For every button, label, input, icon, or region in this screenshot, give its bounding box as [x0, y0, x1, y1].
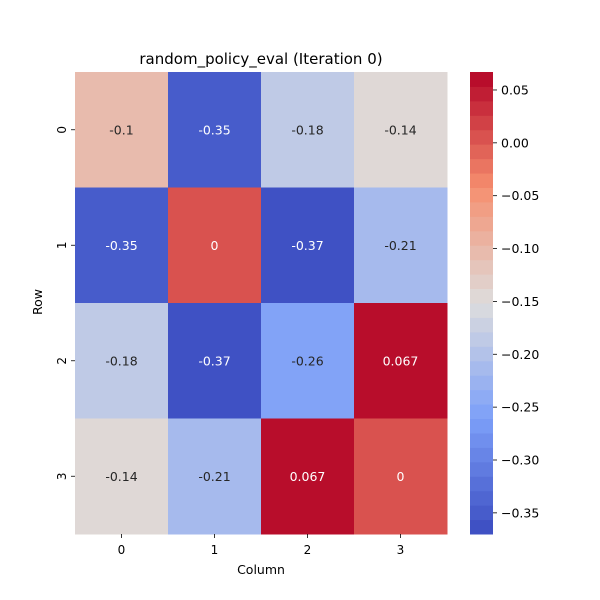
colorbar-segment — [470, 173, 493, 188]
colorbar-segment — [470, 476, 493, 492]
cell-value-label: 0 — [397, 469, 405, 484]
cell-value-label: -0.1 — [109, 122, 133, 137]
x-tick-label: 1 — [211, 543, 219, 557]
x-axis-ticks: 0 1 2 3 — [118, 534, 405, 557]
y-tick-label: 2 — [55, 357, 69, 365]
colorbar-segment — [470, 187, 493, 203]
colorbar-segment — [470, 144, 493, 160]
colorbar-segment — [470, 288, 493, 304]
heatmap-cell — [354, 72, 448, 188]
heatmap-cell — [261, 187, 355, 304]
heatmap-cell — [75, 72, 169, 188]
heatmap-cell — [75, 187, 169, 304]
colorbar-segment — [470, 274, 493, 290]
colorbar-segment — [470, 158, 493, 174]
cell-value-label: -0.21 — [384, 238, 416, 253]
y-tick-label: 0 — [55, 126, 69, 134]
colorbar-tick-label: −0.15 — [501, 294, 539, 309]
colorbar-segment — [470, 490, 493, 506]
colorbar-segment — [470, 230, 493, 246]
colorbar-tick-label: 0.05 — [501, 82, 529, 97]
colorbar-tick-label: 0.00 — [501, 135, 529, 150]
cell-value-label: -0.37 — [291, 238, 323, 253]
heatmap-cell — [168, 418, 262, 535]
colorbar-tick-label: −0.30 — [501, 452, 539, 467]
y-axis-ticks: 0 1 2 3 — [55, 126, 75, 480]
colorbar-tick-label: −0.10 — [501, 241, 539, 256]
heatmap-cell — [168, 187, 262, 304]
colorbar-segment — [470, 519, 493, 535]
colorbar-segment — [470, 129, 493, 145]
colorbar-segment — [470, 432, 493, 448]
colorbar-segment — [470, 360, 493, 376]
colorbar-segment — [470, 461, 493, 477]
heatmap-cell — [168, 303, 262, 419]
heatmap-cell — [354, 418, 448, 535]
heatmap-cell — [261, 72, 355, 188]
cell-value-label: -0.18 — [105, 353, 137, 368]
colorbar-segment — [470, 115, 493, 131]
cell-value-label: -0.18 — [291, 122, 323, 137]
heatmap-cell — [168, 72, 262, 188]
colorbar-tick-label: −0.05 — [501, 188, 539, 203]
cell-value-label: 0 — [211, 238, 219, 253]
colorbar-segment — [470, 216, 493, 232]
heatmap-cell — [75, 303, 169, 419]
heatmap-cells: -0.1 -0.35 -0.18 -0.14 -0.35 0 -0.37 -0.21 -0.18… — [75, 72, 448, 535]
cell-value-label: -0.14 — [105, 469, 137, 484]
colorbar-segment — [470, 72, 493, 87]
colorbar-segment — [470, 201, 493, 217]
x-tick-label: 2 — [304, 543, 312, 557]
x-axis-label: Column — [237, 562, 285, 577]
colorbar-segment — [470, 447, 493, 463]
x-tick-label: 3 — [397, 543, 405, 557]
cell-value-label: -0.14 — [384, 122, 416, 137]
heatmap-cell — [261, 303, 355, 419]
heatmap-cell — [261, 418, 355, 535]
colorbar-segment — [470, 418, 493, 434]
colorbar-segment — [470, 389, 493, 405]
cell-value-label: 0.067 — [290, 469, 326, 484]
colorbar-tick-label: −0.20 — [501, 347, 539, 362]
colorbar-segment — [470, 331, 493, 347]
cell-value-label: -0.35 — [105, 238, 137, 253]
x-tick-label: 0 — [118, 543, 126, 557]
colorbar-segment — [470, 303, 493, 318]
chart-title: random_policy_eval (Iteration 0) — [139, 50, 382, 69]
heatmap-cell — [354, 303, 448, 419]
colorbar-segment — [470, 86, 493, 102]
colorbar-tick-label: −0.25 — [501, 400, 539, 415]
cell-value-label: 0.067 — [383, 353, 419, 368]
colorbar: 0.05 0.00 −0.05 −0.10 −0.15 −0.20 −0.25 −0.30 −0… — [470, 72, 539, 535]
heatmap-cell — [354, 187, 448, 304]
cell-value-label: -0.37 — [198, 353, 230, 368]
colorbar-segment — [470, 375, 493, 391]
y-tick-label: 3 — [55, 472, 69, 480]
colorbar-segment — [470, 317, 493, 333]
colorbar-segment — [470, 346, 493, 362]
colorbar-segment — [470, 404, 493, 419]
colorbar-segment — [470, 505, 493, 521]
colorbar-segment — [470, 259, 493, 275]
y-tick-label: 1 — [55, 241, 69, 249]
colorbar-segment — [470, 100, 493, 116]
colorbar-tick-label: −0.35 — [501, 505, 539, 520]
colorbar-segment — [470, 245, 493, 261]
cell-value-label: -0.35 — [198, 122, 230, 137]
heatmap-cell — [75, 418, 169, 535]
y-axis-label: Row — [30, 289, 45, 315]
cell-value-label: -0.21 — [198, 469, 230, 484]
cell-value-label: -0.26 — [291, 353, 323, 368]
